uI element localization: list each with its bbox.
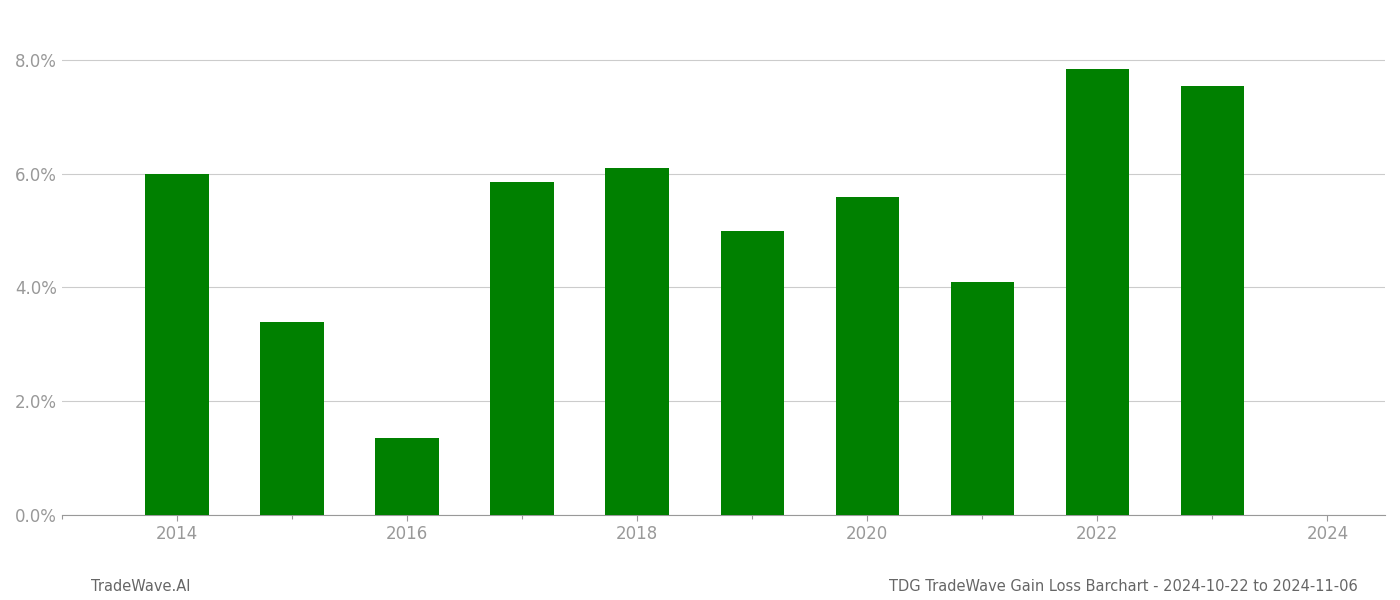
Bar xyxy=(146,174,209,515)
Bar xyxy=(375,438,438,515)
Text: TDG TradeWave Gain Loss Barchart - 2024-10-22 to 2024-11-06: TDG TradeWave Gain Loss Barchart - 2024-… xyxy=(889,579,1358,594)
Bar xyxy=(721,231,784,515)
Text: TradeWave.AI: TradeWave.AI xyxy=(91,579,190,594)
Bar xyxy=(490,182,554,515)
Bar xyxy=(260,322,323,515)
Bar xyxy=(605,168,669,515)
Bar xyxy=(951,282,1014,515)
Bar xyxy=(836,197,899,515)
Bar xyxy=(1065,69,1128,515)
Bar xyxy=(1180,86,1245,515)
